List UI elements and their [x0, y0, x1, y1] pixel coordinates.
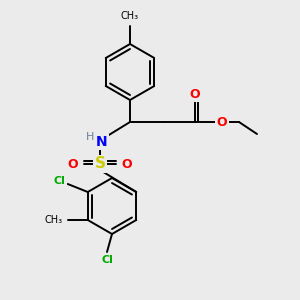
Text: CH₃: CH₃: [121, 11, 139, 21]
Text: O: O: [217, 116, 227, 128]
Text: O: O: [122, 158, 132, 170]
Text: O: O: [190, 88, 200, 100]
Text: Cl: Cl: [101, 255, 113, 265]
Text: H: H: [85, 132, 94, 142]
Text: N: N: [96, 135, 108, 149]
Text: O: O: [68, 158, 78, 170]
Text: S: S: [94, 157, 106, 172]
Text: CH₃: CH₃: [45, 215, 63, 225]
Text: Cl: Cl: [54, 176, 66, 186]
